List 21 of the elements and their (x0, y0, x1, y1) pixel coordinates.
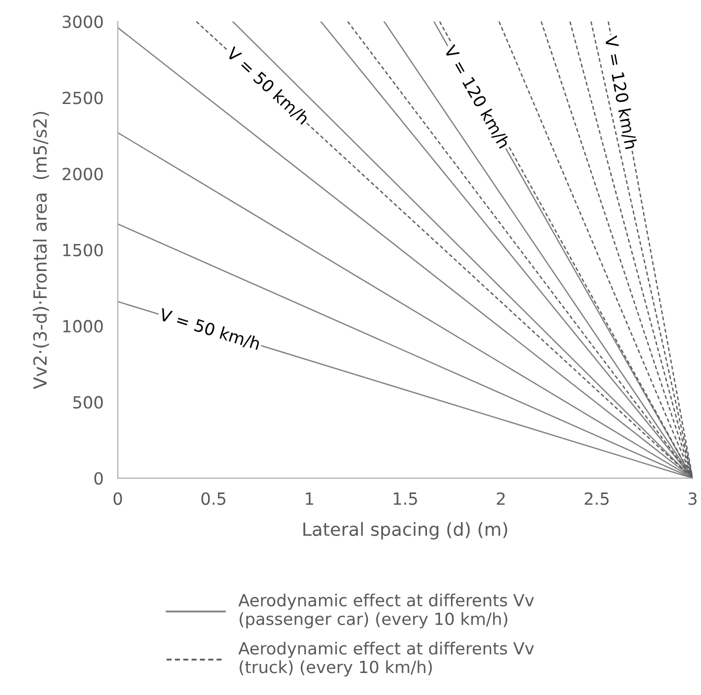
y-tick-label: 1500 (63, 244, 103, 256)
y-tick-label: 3000 (62, 16, 103, 28)
y-tick-label: 2500 (62, 92, 103, 104)
y-tick-label: 0 (94, 472, 103, 485)
y-tick-label: 500 (73, 396, 103, 409)
x-tick-label: 1 (306, 492, 314, 505)
x-axis-title: Lateral spacing (d) (m) (303, 522, 508, 540)
x-tick-label: 2.5 (584, 492, 609, 505)
y-tick-label: 2000 (62, 168, 103, 180)
x-tick-label: 3 (688, 492, 697, 505)
annotation: V = 120 km/h (603, 35, 638, 150)
legend-label: Aerodynamic effect at differents Vv (passenger car) (every 10 km/h) (238, 594, 534, 628)
x-tick-label: 2 (496, 492, 505, 505)
annotation: V = 120 km/h (442, 44, 511, 150)
annotation: V = 50 km/h (158, 308, 261, 352)
y-tick-label: 1000 (63, 320, 103, 333)
legend-label: Aerodynamic effect at differents Vv (truck) (every 10 km/h) (238, 642, 534, 677)
y-axis-title: Vv2·(3-d)·Frontal area (m5/s2) (32, 112, 49, 390)
x-tick-label: 1.5 (394, 492, 417, 505)
x-tick-label: 0 (114, 492, 122, 505)
x-tick-label: 0.5 (201, 492, 226, 505)
